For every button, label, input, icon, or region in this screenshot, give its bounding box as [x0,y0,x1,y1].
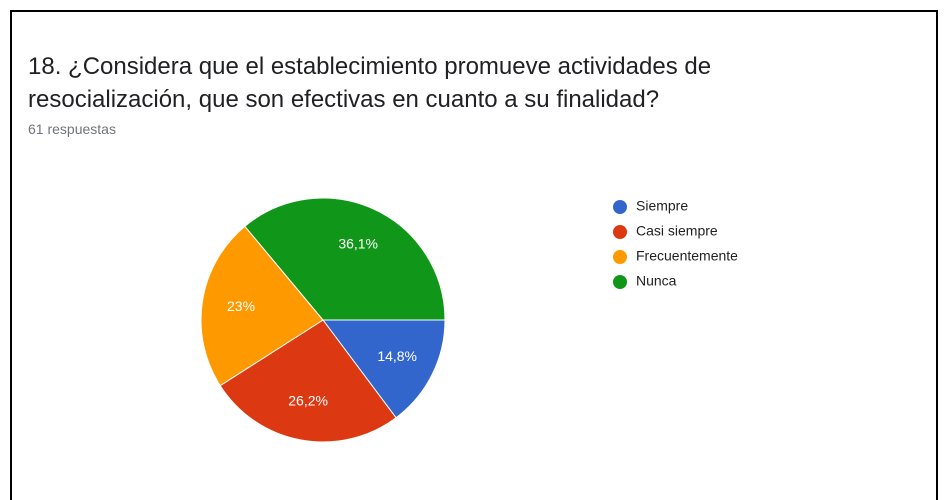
card [10,10,938,500]
legend-label: Nunca [636,273,677,289]
legend-label: Casi siempre [636,223,718,239]
pie-slice [322,319,446,419]
legend-swatch [613,250,627,264]
slice-label: 26,2% [288,392,328,408]
legend-label: Siempre [636,198,688,214]
pie-slice [200,225,324,387]
legend-swatch [613,200,627,214]
slice-label: 23% [227,298,255,314]
legend-label: Frecuentemente [636,248,738,264]
chart-subtitle: 61 respuestas [28,121,116,137]
chart-title: 18. ¿Considera que el establecimiento pr… [28,53,712,113]
legend-swatch [613,225,627,239]
pie-slice [244,197,446,321]
page: 18. ¿Considera que el establecimiento pr… [10,10,938,500]
slice-label: 14,8% [377,348,417,364]
pie-slice [219,319,397,443]
legend-swatch [613,275,627,289]
slice-label: 36,1% [338,236,378,252]
chart: 14,8% 26,2% 23% 36,1% Siempre Casi siempre Fre… [200,197,738,443]
